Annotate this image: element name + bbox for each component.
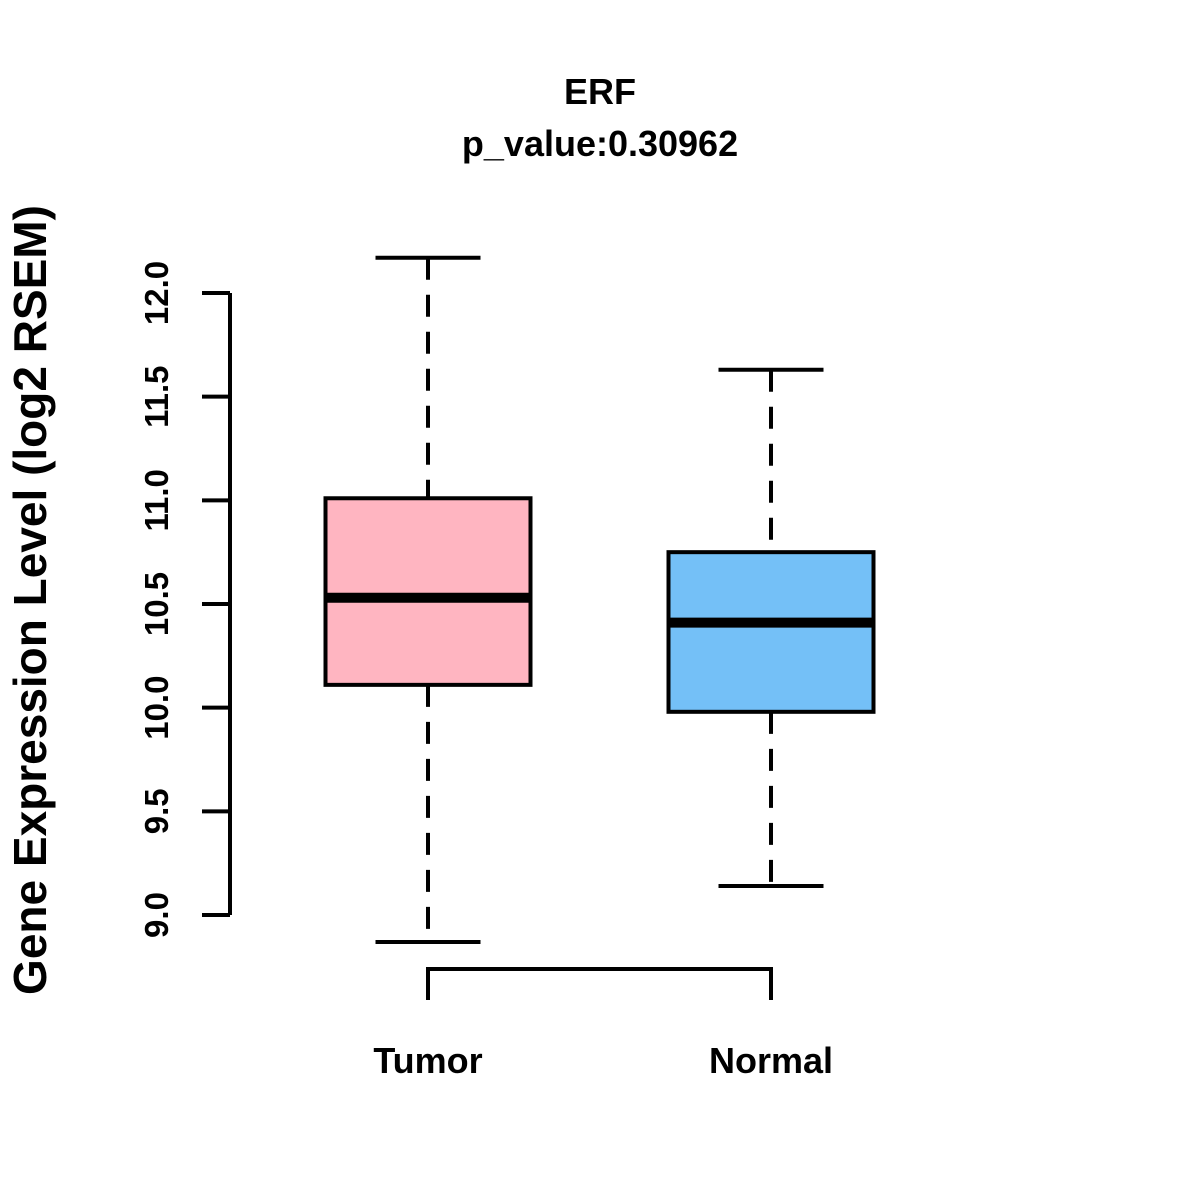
y-tick-label: 9.0 [138, 892, 175, 938]
box-normal [666, 550, 876, 714]
plot-area: 9.0 9.5 10.0 10.5 11.0 11.5 12.0 [138, 255, 876, 1000]
box-tumor [323, 496, 533, 687]
y-tick-label: 10.5 [138, 572, 175, 636]
y-tick-label: 12.0 [138, 261, 175, 325]
chart-title: ERF [564, 71, 636, 112]
y-tick-label: 9.5 [138, 788, 175, 834]
chart-subtitle: p_value:0.30962 [462, 123, 738, 164]
y-tick-label: 11.5 [138, 365, 175, 427]
y-axis-label: Gene Expression Level (log2 RSEM) [4, 205, 56, 995]
y-tick-label: 10.0 [138, 676, 175, 740]
x-category-label-normal: Normal [709, 1040, 833, 1081]
x-category-label-tumor: Tumor [373, 1040, 482, 1081]
y-tick-label: 11.0 [138, 469, 175, 531]
x-axis-bracket [426, 967, 773, 1000]
